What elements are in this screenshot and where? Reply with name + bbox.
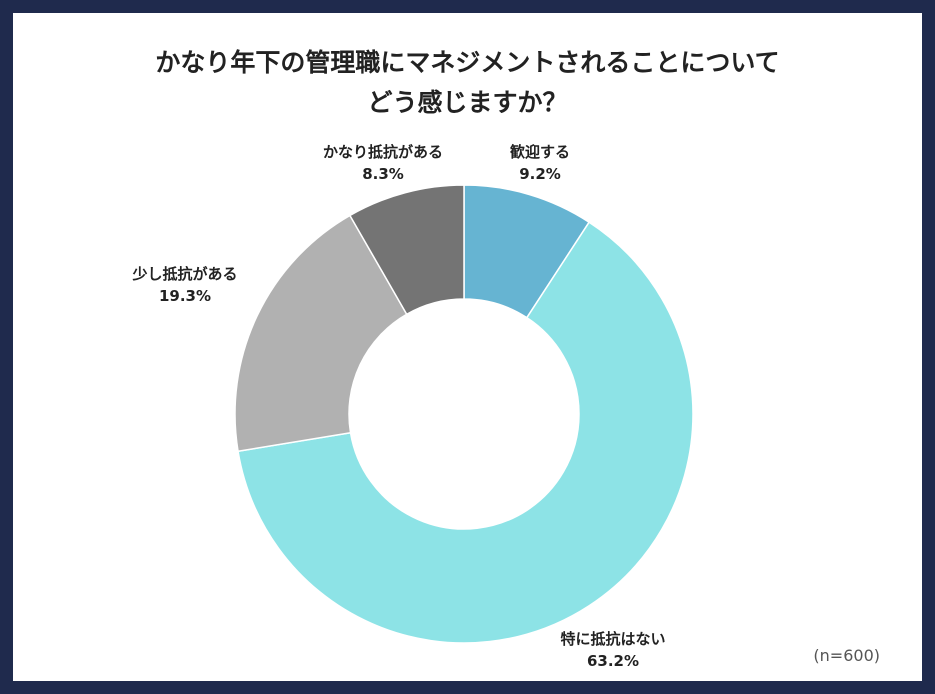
slice-name-strong-resistance: かなり抵抗がある [322,143,443,161]
slice-name-no-resistance: 特に抵抗はない [560,630,666,648]
slice-name-slight-resistance: 少し抵抗がある [132,265,238,283]
slice-slight-resistance [234,214,408,453]
slice-label-strong-resistance: かなり抵抗がある 8.3% [303,141,463,185]
slice-value-welcome: 9.2% [519,165,561,183]
donut-chart [234,184,694,644]
chart-frame: かなり年下の管理職にマネジメントされることについて どう感じますか？ 歓迎する … [13,13,922,681]
chart-title-line-1: かなり年下の管理職にマネジメントされることについて [155,48,780,77]
slice-no-resistance [237,221,694,644]
slice-name-welcome: 歓迎する [509,143,570,161]
slice-label-slight-resistance: 少し抵抗がある 19.3% [110,263,260,307]
chart-title: かなり年下の管理職にマネジメントされることについて どう感じますか？ [13,43,922,123]
slice-value-slight-resistance: 19.3% [158,287,212,305]
slice-value-strong-resistance: 8.3% [362,165,404,183]
chart-title-line-2: どう感じますか？ [367,88,568,117]
slice-strong-resistance [348,184,465,316]
slice-value-no-resistance: 63.2% [586,652,640,670]
slice-label-welcome: 歓迎する 9.2% [485,141,595,185]
slice-label-no-resistance: 特に抵抗はない 63.2% [538,628,688,672]
sample-size-note: (n=600) [813,646,880,665]
